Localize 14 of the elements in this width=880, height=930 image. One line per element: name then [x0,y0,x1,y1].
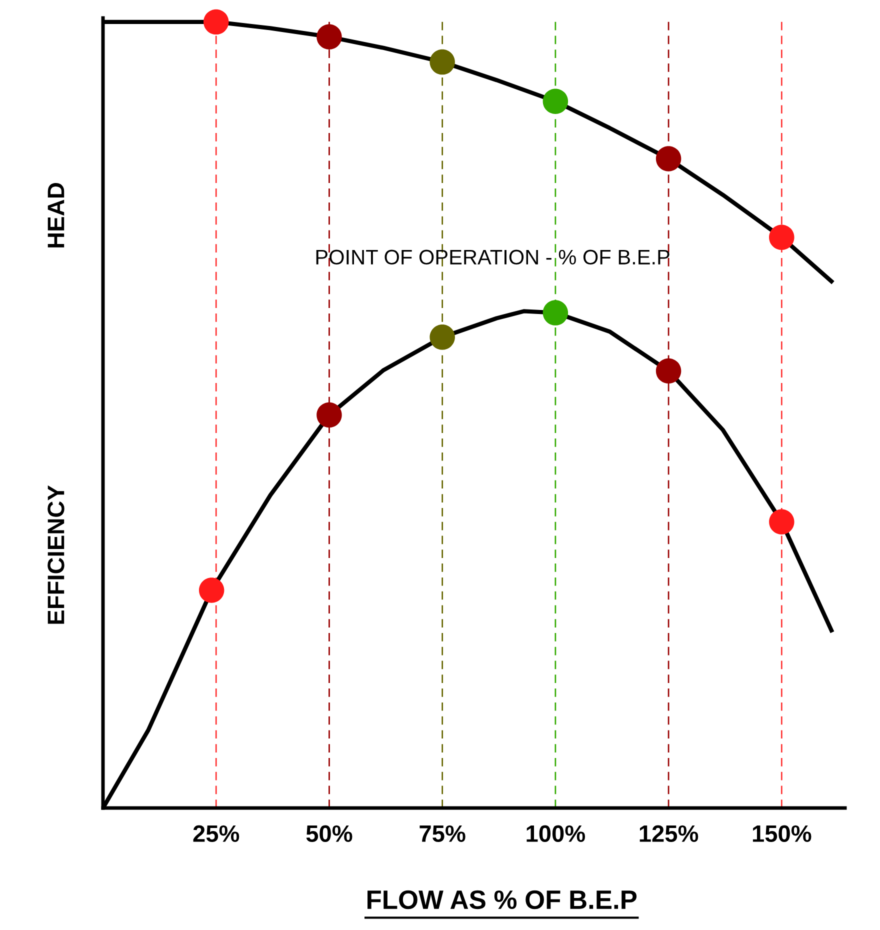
point [430,324,455,350]
text: HEAD [48,183,64,248]
text: EFFICIENCY [48,485,64,624]
x-tick-label: 50% [306,825,352,842]
annotation: POINT OF OPERATION - % OF B.E.P [316,250,670,265]
x-tick-label: 100% [526,825,586,842]
x-tick-label: 125% [640,825,698,842]
x-tick-label: 25% [193,825,240,842]
point [430,49,455,75]
point [542,88,568,114]
x-tick-label: 150% [752,825,812,842]
x-tick-label: 75% [420,825,466,842]
point [542,300,568,326]
x-axis-title: FLOW AS % OF B.E.P [368,890,637,910]
